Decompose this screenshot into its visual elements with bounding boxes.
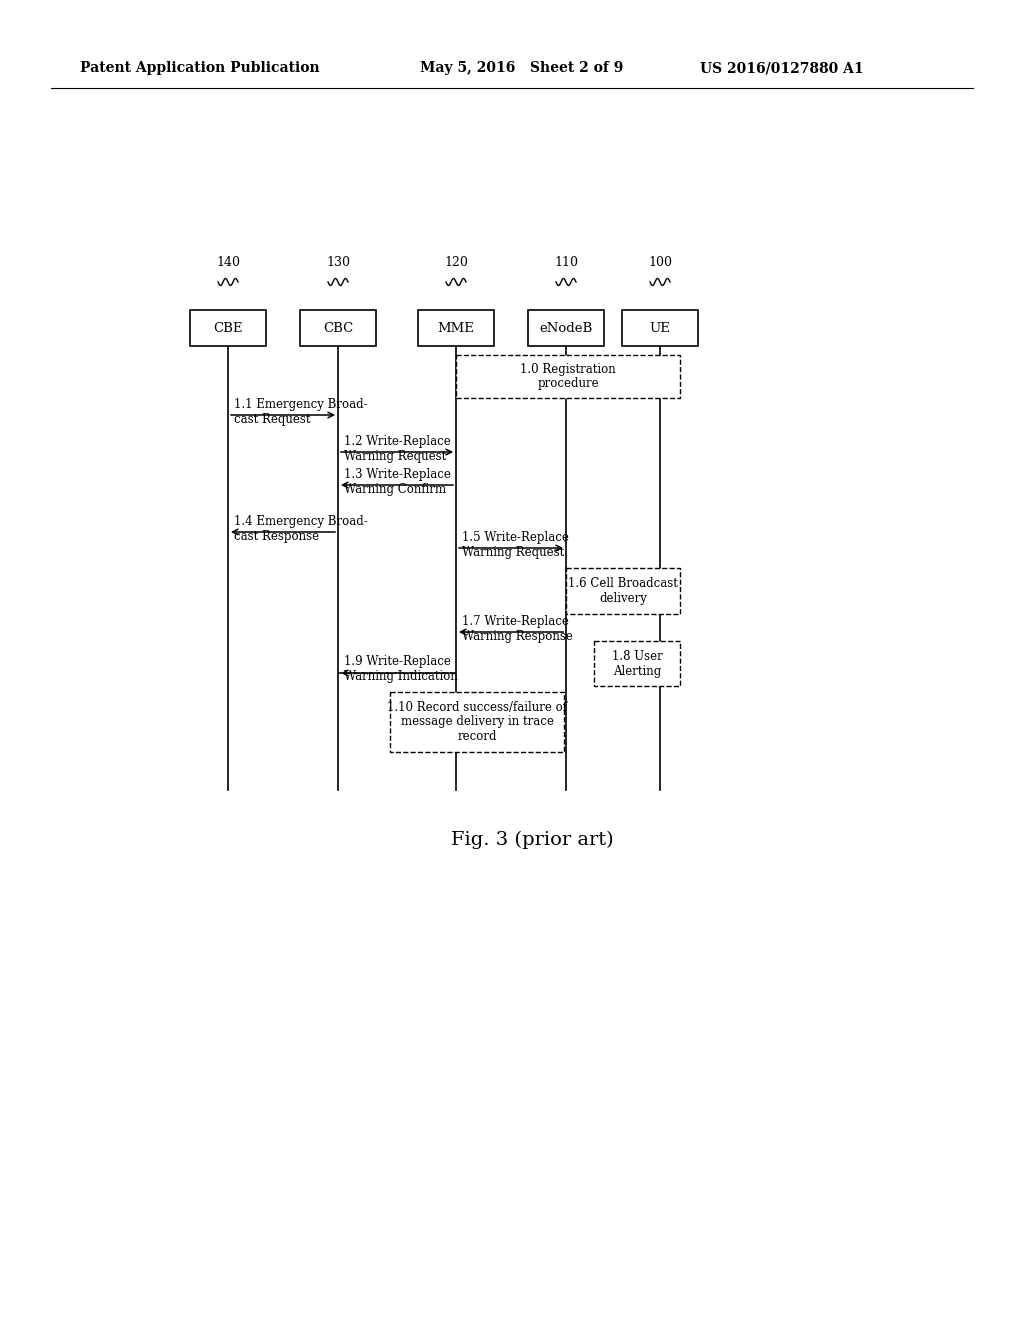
Text: UE: UE bbox=[649, 322, 671, 334]
Text: CBE: CBE bbox=[213, 322, 243, 334]
Bar bbox=[300, 310, 376, 346]
Text: 1.8 User
Alerting: 1.8 User Alerting bbox=[611, 649, 663, 677]
Text: 100: 100 bbox=[648, 256, 672, 268]
Text: Fig. 3 (prior art): Fig. 3 (prior art) bbox=[452, 830, 613, 849]
Text: 1.7 Write-Replace
Warning Response: 1.7 Write-Replace Warning Response bbox=[462, 615, 572, 643]
Text: 110: 110 bbox=[554, 256, 578, 268]
Text: 1.10 Record success/failure of
message delivery in trace
record: 1.10 Record success/failure of message d… bbox=[387, 701, 567, 743]
Text: US 2016/0127880 A1: US 2016/0127880 A1 bbox=[700, 61, 863, 75]
Text: 1.0 Registration
procedure: 1.0 Registration procedure bbox=[520, 363, 615, 391]
Bar bbox=[456, 355, 680, 399]
Text: 1.3 Write-Replace
Warning Confirm: 1.3 Write-Replace Warning Confirm bbox=[344, 469, 451, 496]
Text: 120: 120 bbox=[444, 256, 468, 268]
Text: 1.6 Cell Broadcast
delivery: 1.6 Cell Broadcast delivery bbox=[568, 577, 678, 605]
Text: 130: 130 bbox=[326, 256, 350, 268]
Bar bbox=[190, 310, 266, 346]
Text: eNodeB: eNodeB bbox=[540, 322, 593, 334]
Bar bbox=[528, 310, 604, 346]
Bar bbox=[390, 692, 564, 752]
Bar bbox=[594, 642, 680, 686]
Text: May 5, 2016   Sheet 2 of 9: May 5, 2016 Sheet 2 of 9 bbox=[420, 61, 624, 75]
Text: 1.4 Emergency Broad-
cast Response: 1.4 Emergency Broad- cast Response bbox=[234, 515, 368, 543]
Bar bbox=[622, 310, 698, 346]
Text: MME: MME bbox=[437, 322, 474, 334]
Text: CBC: CBC bbox=[323, 322, 353, 334]
Text: 1.2 Write-Replace
Warning Request: 1.2 Write-Replace Warning Request bbox=[344, 436, 451, 463]
Bar bbox=[418, 310, 494, 346]
Text: 140: 140 bbox=[216, 256, 240, 268]
Bar bbox=[566, 568, 680, 614]
Text: Patent Application Publication: Patent Application Publication bbox=[80, 61, 319, 75]
Text: 1.9 Write-Replace
Warning Indication: 1.9 Write-Replace Warning Indication bbox=[344, 655, 458, 682]
Text: 1.5 Write-Replace
Warning Request: 1.5 Write-Replace Warning Request bbox=[462, 531, 569, 558]
Text: 1.1 Emergency Broad-
cast Request: 1.1 Emergency Broad- cast Request bbox=[234, 399, 368, 426]
